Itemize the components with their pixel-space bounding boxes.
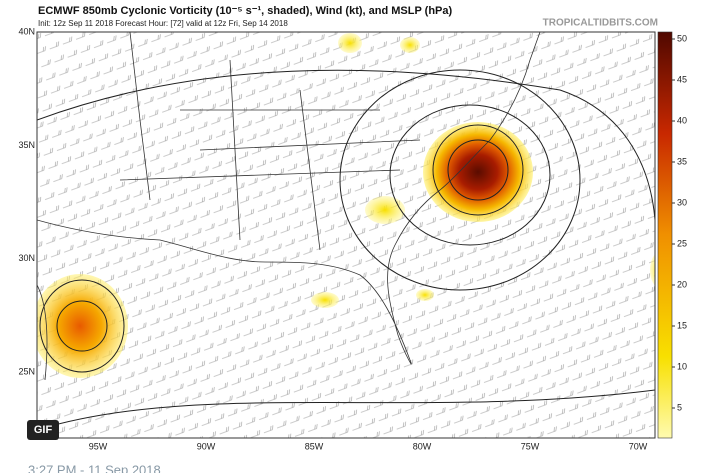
colorbar-tick-label: 50 [677, 33, 687, 43]
subtitle: Init: 12z Sep 11 2018 Forecast Hour: [72… [38, 19, 288, 28]
map-area [37, 32, 655, 438]
vorticity-patch [400, 37, 420, 53]
title: ECMWF 850mb Cyclonic Vorticity (10⁻⁵ s⁻¹… [38, 5, 452, 17]
vorticity-patch [338, 33, 362, 53]
gif-badge[interactable] [27, 420, 59, 440]
lon-label: 80W [413, 441, 432, 451]
colorbar-tick-label: 10 [677, 361, 687, 371]
map-frame [36, 31, 656, 439]
gif-badge-label: GIF [34, 424, 53, 436]
lon-label: 90W [197, 441, 216, 451]
colorbar-tick-label: 30 [677, 197, 687, 207]
wind-barbs [37, 32, 655, 438]
vorticity-patch [650, 254, 655, 286]
lon-label: 70W [629, 441, 648, 451]
colorbar-tick-label: 35 [677, 156, 687, 166]
colorbar-tick-label: 15 [677, 320, 687, 330]
lon-label: 85W [305, 441, 324, 451]
colorbar-tick-label: 5 [677, 402, 682, 412]
colorbar-tick-label: 20 [677, 279, 687, 289]
lat-label: 25N [18, 367, 35, 377]
colorbar-tick-label: 25 [677, 238, 687, 248]
colorbar-tick-label: 40 [677, 115, 687, 125]
lon-label: 75W [521, 441, 540, 451]
vorticity-patch [416, 289, 434, 301]
watermark: TROPICALTIDBITS.COM [543, 18, 658, 29]
lat-labels: 40N 35N 30N 25N [18, 26, 35, 376]
colorbar [657, 31, 673, 439]
coastlines [37, 32, 541, 381]
lon-label: 95W [89, 441, 108, 451]
lat-label: 30N [18, 253, 35, 263]
tweet-timestamp: 3:27 PM - 11 Sep 2018 [28, 462, 161, 473]
lon-labels: 95W 90W 85W 80W 75W 70W [89, 441, 648, 451]
vorticity-gulf [37, 274, 128, 378]
vorticity-patch [311, 292, 339, 308]
vorticity-patch [365, 196, 405, 224]
lat-label: 40N [18, 26, 35, 36]
vorticity-florence [423, 122, 533, 222]
colorbar-ticks: 5 10 15 20 25 30 35 40 45 50 [672, 33, 687, 412]
colorbar-tick-label: 45 [677, 74, 687, 84]
isobars [37, 69, 655, 431]
lat-label: 35N [18, 140, 35, 150]
